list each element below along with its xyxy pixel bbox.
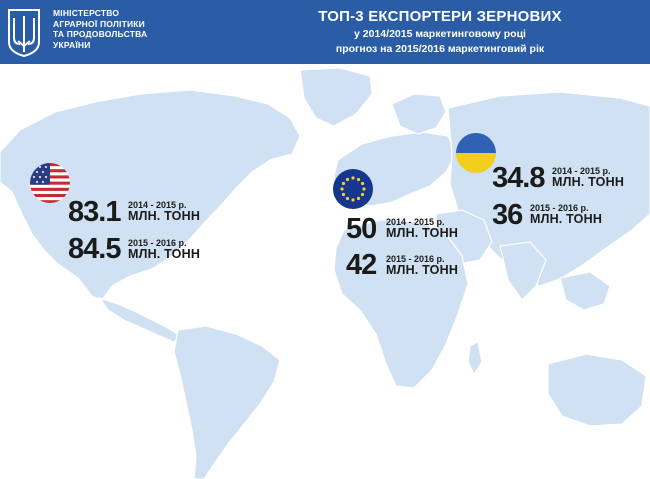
page-subtitle-2: прогноз на 2015/2016 маркетинговий рік	[335, 43, 545, 55]
ukraine-emblem-icon	[8, 9, 40, 58]
ukraine-flag-icon	[456, 133, 496, 173]
page-subtitle-1: у 2014/2015 маркетинговому році	[354, 28, 526, 40]
eu-label-2015: 2015 - 2016 р. МЛН. ТОНН	[386, 254, 459, 277]
page-title: ТОП-3 ЕКСПОРТЕРИ ЗЕРНОВИХ	[318, 8, 562, 25]
world-map	[0, 67, 650, 479]
usa-label-2015: 2015 - 2016 р. МЛН. ТОНН	[128, 238, 201, 261]
eu-star	[356, 177, 361, 182]
header-bar: МІНІСТЕРСТВО АГРАРНОЇ ПОЛІТИКИ ТА ПРОДОВ…	[0, 0, 650, 64]
eu-value-2014: 50	[346, 213, 377, 245]
usa-value-2015: 84.5	[68, 233, 121, 265]
eu-star	[341, 192, 346, 197]
ukraine-label-2014: 2014 - 2015 р. МЛН. ТОНН	[552, 166, 625, 189]
eu-label-2014: 2014 - 2015 р. МЛН. ТОНН	[386, 217, 459, 240]
eu-star	[345, 196, 350, 201]
eu-star	[362, 187, 366, 191]
ukraine-value-2015: 36	[492, 199, 523, 231]
eu-star	[360, 181, 365, 186]
eu-value-2015: 42	[346, 249, 377, 281]
usa-flag-icon	[30, 163, 70, 203]
eu-star	[360, 192, 365, 197]
eu-star	[341, 181, 346, 186]
eu-star	[356, 196, 361, 201]
usa-label-2014: 2014 - 2015 р. МЛН. ТОНН	[128, 200, 201, 223]
ukraine-value-2014: 34.8	[492, 162, 545, 194]
eu-star	[340, 187, 344, 191]
ministry-name: МІНІСТЕРСТВО АГРАРНОЇ ПОЛІТИКИ ТА ПРОДОВ…	[53, 8, 148, 50]
eu-star	[351, 198, 355, 202]
eu-star	[345, 177, 350, 182]
eu-star	[351, 176, 355, 180]
usa-value-2014: 83.1	[68, 196, 121, 228]
eu-flag-icon	[333, 169, 373, 209]
ukraine-label-2015: 2015 - 2016 р. МЛН. ТОНН	[530, 203, 603, 226]
